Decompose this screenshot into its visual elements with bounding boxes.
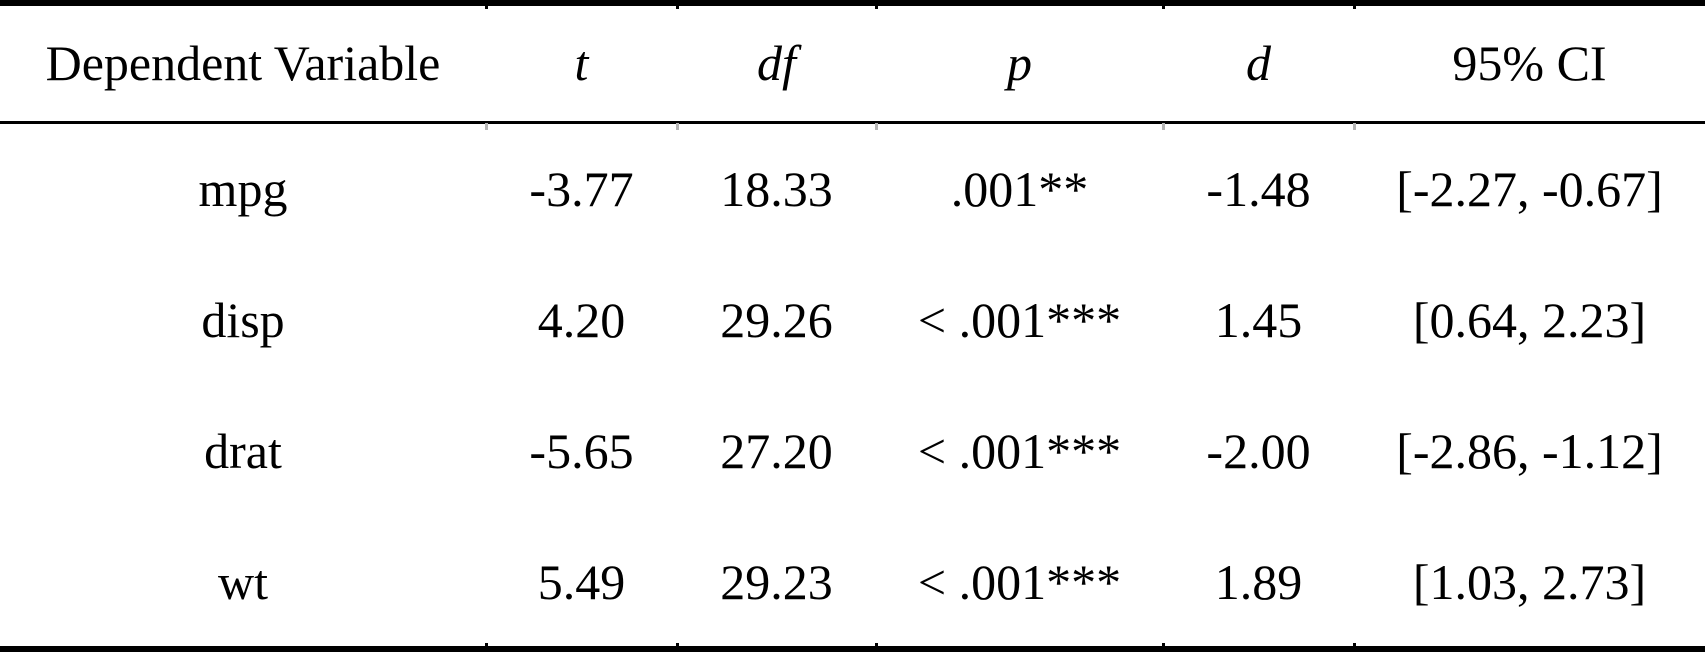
column-boundary-tick: [676, 123, 679, 130]
t-value: 5.49: [537, 553, 626, 610]
t-value: -3.77: [529, 160, 634, 217]
column-boundary-tick: [875, 643, 878, 652]
table-row-wt: wt 5.49 29.23 < .001*** 1.89 [1.03, 2.73…: [0, 517, 1705, 649]
column-boundary-tick: [1162, 0, 1165, 9]
df-value: 27.20: [720, 423, 833, 480]
column-boundary-tick: [875, 123, 878, 130]
table-row-drat: drat -5.65 27.20 < .001*** -2.00 [-2.86,…: [0, 386, 1705, 518]
p-value: < .001***: [917, 291, 1122, 348]
table-row-disp: disp 4.20 29.26 < .001*** 1.45 [0.64, 2.…: [0, 254, 1705, 386]
ci-value: [1.03, 2.73]: [1412, 553, 1647, 610]
column-header-dependent-variable: Dependent Variable: [0, 3, 486, 124]
ci-value: [-2.27, -0.67]: [1396, 160, 1663, 217]
column-boundary-tick: [1162, 643, 1165, 652]
header-row: Dependent Variable t df p d 95% CI: [0, 3, 1705, 124]
row-label: wt: [218, 553, 268, 610]
column-header-t: t: [486, 3, 677, 124]
df-value: 29.23: [720, 553, 833, 610]
t-value: -5.65: [529, 423, 634, 480]
column-boundary-tick: [485, 643, 488, 652]
column-boundary-tick: [676, 643, 679, 652]
column-header-95ci: 95% CI: [1354, 3, 1705, 124]
df-value: 29.26: [720, 291, 833, 348]
row-label: disp: [201, 291, 285, 348]
ci-value: [-2.86, -1.12]: [1396, 423, 1663, 480]
column-header-df: df: [677, 3, 876, 124]
column-boundary-tick: [1162, 123, 1165, 130]
column-header-p: p: [876, 3, 1163, 124]
column-header-d: d: [1163, 3, 1354, 124]
column-boundary-tick: [676, 0, 679, 9]
row-label: drat: [204, 423, 282, 480]
df-value: 18.33: [720, 160, 833, 217]
p-value: .001**: [950, 160, 1089, 217]
d-value: 1.45: [1214, 291, 1303, 348]
column-boundary-tick: [485, 123, 488, 130]
column-boundary-tick: [485, 0, 488, 9]
column-boundary-tick: [1353, 0, 1356, 9]
ci-value: [0.64, 2.23]: [1412, 291, 1647, 348]
row-label: mpg: [198, 160, 288, 217]
column-boundary-tick: [875, 0, 878, 9]
t-value: 4.20: [537, 291, 626, 348]
p-value: < .001***: [917, 553, 1122, 610]
column-boundary-tick: [1353, 123, 1356, 130]
d-value: -2.00: [1206, 423, 1311, 480]
p-value: < .001***: [917, 423, 1122, 480]
column-boundary-tick: [1353, 643, 1356, 652]
d-value: 1.89: [1214, 553, 1303, 610]
d-value: -1.48: [1206, 160, 1311, 217]
table-row-mpg: mpg -3.77 18.33 .001** -1.48 [-2.27, -0.…: [0, 122, 1705, 254]
